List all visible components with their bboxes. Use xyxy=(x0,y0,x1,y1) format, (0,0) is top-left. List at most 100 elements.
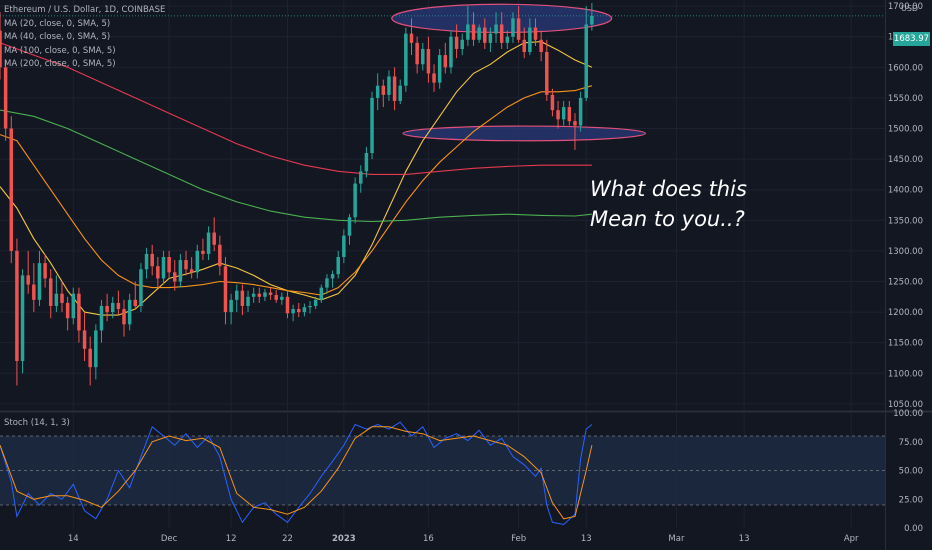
candle-body xyxy=(381,85,386,95)
annotation-text[interactable]: What does this Mean to you..? xyxy=(590,174,747,234)
candle-body xyxy=(235,290,239,300)
candle-body xyxy=(550,94,555,111)
candle-body xyxy=(15,250,19,362)
candle-body xyxy=(443,55,448,68)
candle-body xyxy=(280,296,284,300)
candle-body xyxy=(528,27,532,53)
candle-body xyxy=(65,302,70,319)
zone-support xyxy=(402,125,647,142)
y-tick-label: 1200.00 xyxy=(888,308,923,318)
candle-body xyxy=(454,36,459,49)
candle-body xyxy=(161,257,166,279)
x-tick-label: 14 xyxy=(68,534,79,544)
y-tick-label: 1250.00 xyxy=(888,277,923,287)
candle-body xyxy=(291,309,295,314)
y-tick-label: 1350.00 xyxy=(888,216,923,226)
candle-body xyxy=(88,348,92,368)
x-tick-label: 16 xyxy=(423,534,434,544)
candle-body xyxy=(43,263,47,279)
candle-body xyxy=(229,299,233,313)
x-tick-label: Mar xyxy=(668,534,685,544)
candle-body xyxy=(189,269,194,273)
candle-body xyxy=(590,15,594,25)
candle-body xyxy=(522,39,526,53)
x-tick-label: Apr xyxy=(844,534,859,544)
candle-body xyxy=(246,296,250,306)
candle-body xyxy=(105,305,109,313)
candle-body xyxy=(26,275,30,285)
ma-line xyxy=(0,109,592,223)
candle-body xyxy=(144,253,149,270)
stoch-tick-label: 0.00 xyxy=(904,524,923,534)
candle-body xyxy=(561,107,566,120)
stoch-tick-label: 25.00 xyxy=(899,495,923,505)
candle-body xyxy=(218,244,222,267)
candle-body xyxy=(167,257,171,273)
y-tick-label: 1300.00 xyxy=(888,247,923,257)
candle-body xyxy=(274,294,278,300)
candle-body xyxy=(516,18,521,40)
x-tick-label: 13 xyxy=(581,534,592,544)
candle-body xyxy=(139,269,143,306)
candle-body xyxy=(545,52,549,95)
candle-body xyxy=(178,260,183,282)
candle-body xyxy=(437,55,442,83)
candle-body xyxy=(556,110,560,120)
candle-body xyxy=(9,128,14,251)
candle-body xyxy=(347,217,352,236)
candle-body xyxy=(48,278,53,306)
candle-body xyxy=(99,305,104,331)
candle-body xyxy=(533,27,538,40)
candle-body xyxy=(184,260,188,270)
candle-body xyxy=(539,39,543,53)
candle-body xyxy=(0,30,2,68)
candle-body xyxy=(449,36,453,68)
candle-body xyxy=(71,293,76,319)
candle-body xyxy=(156,266,160,279)
stoch-band xyxy=(0,436,885,505)
candle-body xyxy=(37,263,42,300)
y-tick-label: 1150.00 xyxy=(888,339,923,349)
candle-body xyxy=(319,287,324,300)
candle-body xyxy=(32,284,36,300)
candle-body xyxy=(308,305,312,308)
candle-body xyxy=(206,232,211,254)
candle-body xyxy=(404,33,408,86)
ma40-legend[interactable]: MA (40, close, 0, SMA, 5) xyxy=(4,32,111,43)
x-tick-label: Dec xyxy=(161,534,178,544)
candle-body xyxy=(201,250,205,254)
last-price-tag: 1683.97 xyxy=(893,32,930,46)
ma-line xyxy=(0,85,593,296)
candle-body xyxy=(359,171,363,184)
candle-body xyxy=(330,274,335,279)
stoch-tick-label: 100.00 xyxy=(893,409,923,419)
ma20-legend[interactable]: MA (20, close, 0, SMA, 5) xyxy=(4,18,111,29)
symbol-title[interactable]: Ethereum / U.S. Dollar, 1D, COINBASE xyxy=(4,5,166,15)
candle-body xyxy=(432,73,436,83)
x-tick-label: 12 xyxy=(226,534,237,544)
candle-body xyxy=(421,48,425,65)
candle-body xyxy=(60,293,64,303)
candle-body xyxy=(54,293,59,306)
candle-body xyxy=(77,293,81,331)
ma100-legend[interactable]: MA (100, close, 0, SMA, 5) xyxy=(4,45,116,56)
candle-body xyxy=(223,266,228,313)
candle-body xyxy=(567,107,572,122)
y-tick-label: 1600.00 xyxy=(888,63,923,73)
x-tick-label: 2023 xyxy=(332,534,356,544)
stoch-tick-label: 75.00 xyxy=(899,438,923,448)
candle-body xyxy=(494,24,498,34)
y-tick-label: 1700.00 xyxy=(888,2,923,12)
candle-body xyxy=(460,39,464,49)
annotation-line-1: What does this xyxy=(590,177,747,201)
ma200-legend[interactable]: MA (200, close, 0, SMA, 5) xyxy=(4,59,116,70)
ma-line xyxy=(0,42,592,175)
x-tick-label: Feb xyxy=(511,534,526,544)
candle-body xyxy=(3,67,8,129)
stoch-legend[interactable]: Stoch (14, 1, 3) xyxy=(4,418,70,428)
candle-body xyxy=(364,152,369,172)
candle-body xyxy=(302,307,307,313)
candle-body xyxy=(415,42,419,65)
candle-body xyxy=(263,292,267,297)
